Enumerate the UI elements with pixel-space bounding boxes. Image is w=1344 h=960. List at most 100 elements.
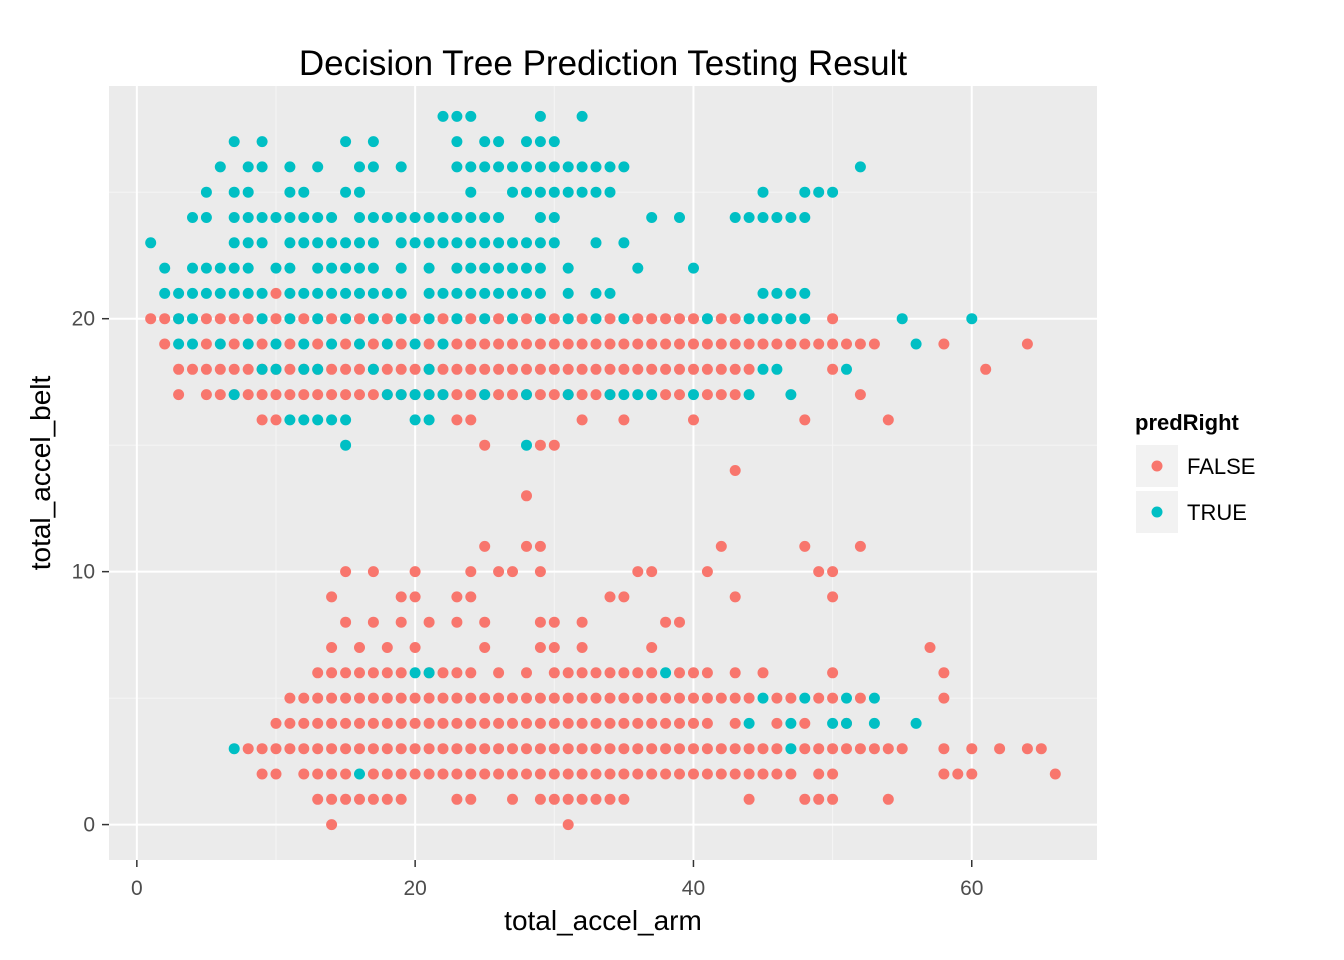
point-false <box>312 667 324 679</box>
x-tick-label: 60 <box>960 877 983 900</box>
point-true <box>868 692 880 704</box>
point-true <box>409 389 421 401</box>
point-false <box>270 313 282 325</box>
point-false <box>785 692 797 704</box>
point-true <box>465 212 477 223</box>
point-false <box>743 338 755 350</box>
point-false <box>493 667 505 679</box>
point-true <box>395 237 407 249</box>
point-true <box>479 212 491 223</box>
point-true <box>757 363 769 375</box>
point-true <box>660 667 672 679</box>
point-true <box>409 414 421 426</box>
point-true <box>298 287 310 299</box>
point-false <box>423 768 435 780</box>
point-false <box>521 363 532 375</box>
point-true <box>256 237 268 249</box>
point-false <box>507 389 518 401</box>
point-false <box>159 338 171 350</box>
point-false <box>757 338 769 350</box>
point-true <box>395 262 407 274</box>
point-false <box>284 717 296 729</box>
point-true <box>437 338 449 350</box>
point-true <box>521 136 532 148</box>
point-false <box>562 717 574 729</box>
point-false <box>284 743 296 755</box>
point-true <box>618 237 630 249</box>
point-true <box>618 313 630 325</box>
point-false <box>688 768 699 780</box>
point-false <box>952 768 964 780</box>
point-false <box>493 566 505 578</box>
point-false <box>340 566 352 578</box>
point-false <box>256 414 268 426</box>
point-true <box>757 287 769 299</box>
point-true <box>340 439 352 451</box>
point-false <box>576 793 588 805</box>
point-true <box>910 717 922 729</box>
point-false <box>451 389 463 401</box>
point-false <box>604 768 616 780</box>
point-true <box>507 313 518 325</box>
point-false <box>771 743 783 755</box>
point-false <box>423 692 435 704</box>
point-false <box>660 692 672 704</box>
point-true <box>465 287 477 299</box>
point-false <box>326 667 338 679</box>
point-false <box>576 616 588 628</box>
point-false <box>674 717 685 729</box>
point-false <box>590 793 602 805</box>
point-false <box>479 363 491 375</box>
point-false <box>701 389 713 401</box>
point-true <box>298 338 310 350</box>
point-false <box>354 363 365 375</box>
point-false <box>367 743 379 755</box>
point-true <box>757 212 769 223</box>
point-false <box>715 313 727 325</box>
point-false <box>270 717 282 729</box>
point-false <box>354 389 365 401</box>
point-false <box>1049 768 1061 780</box>
point-true <box>326 262 338 274</box>
y-tick-label: 10 <box>72 561 95 584</box>
x-axis: 0 20 40 60 <box>131 860 983 900</box>
point-false <box>743 743 755 755</box>
point-true <box>534 212 546 223</box>
point-true <box>507 287 518 299</box>
point-true <box>326 414 338 426</box>
point-false <box>437 717 449 729</box>
point-false <box>632 338 644 350</box>
legend-key-true-dot <box>1151 506 1163 518</box>
point-false <box>576 717 588 729</box>
point-false <box>326 363 338 375</box>
point-false <box>465 591 477 603</box>
point-false <box>395 743 407 755</box>
point-true <box>367 287 379 299</box>
point-true <box>465 161 477 173</box>
point-true <box>354 338 365 350</box>
point-true <box>284 161 296 173</box>
point-true <box>743 389 755 401</box>
point-false <box>562 743 574 755</box>
point-false <box>548 642 560 653</box>
point-false <box>451 692 463 704</box>
point-false <box>534 566 546 578</box>
point-false <box>228 363 240 375</box>
point-true <box>270 338 282 350</box>
point-false <box>270 287 282 299</box>
point-false <box>743 768 755 780</box>
point-false <box>493 768 505 780</box>
point-true <box>896 313 908 325</box>
point-true <box>534 136 546 148</box>
point-true <box>200 287 212 299</box>
point-true <box>534 110 546 122</box>
point-false <box>423 717 435 729</box>
point-true <box>187 262 198 274</box>
point-false <box>618 717 630 729</box>
point-true <box>395 287 407 299</box>
point-false <box>688 692 699 704</box>
point-false <box>354 717 365 729</box>
point-true <box>409 212 421 223</box>
point-true <box>771 287 783 299</box>
point-true <box>312 212 324 223</box>
